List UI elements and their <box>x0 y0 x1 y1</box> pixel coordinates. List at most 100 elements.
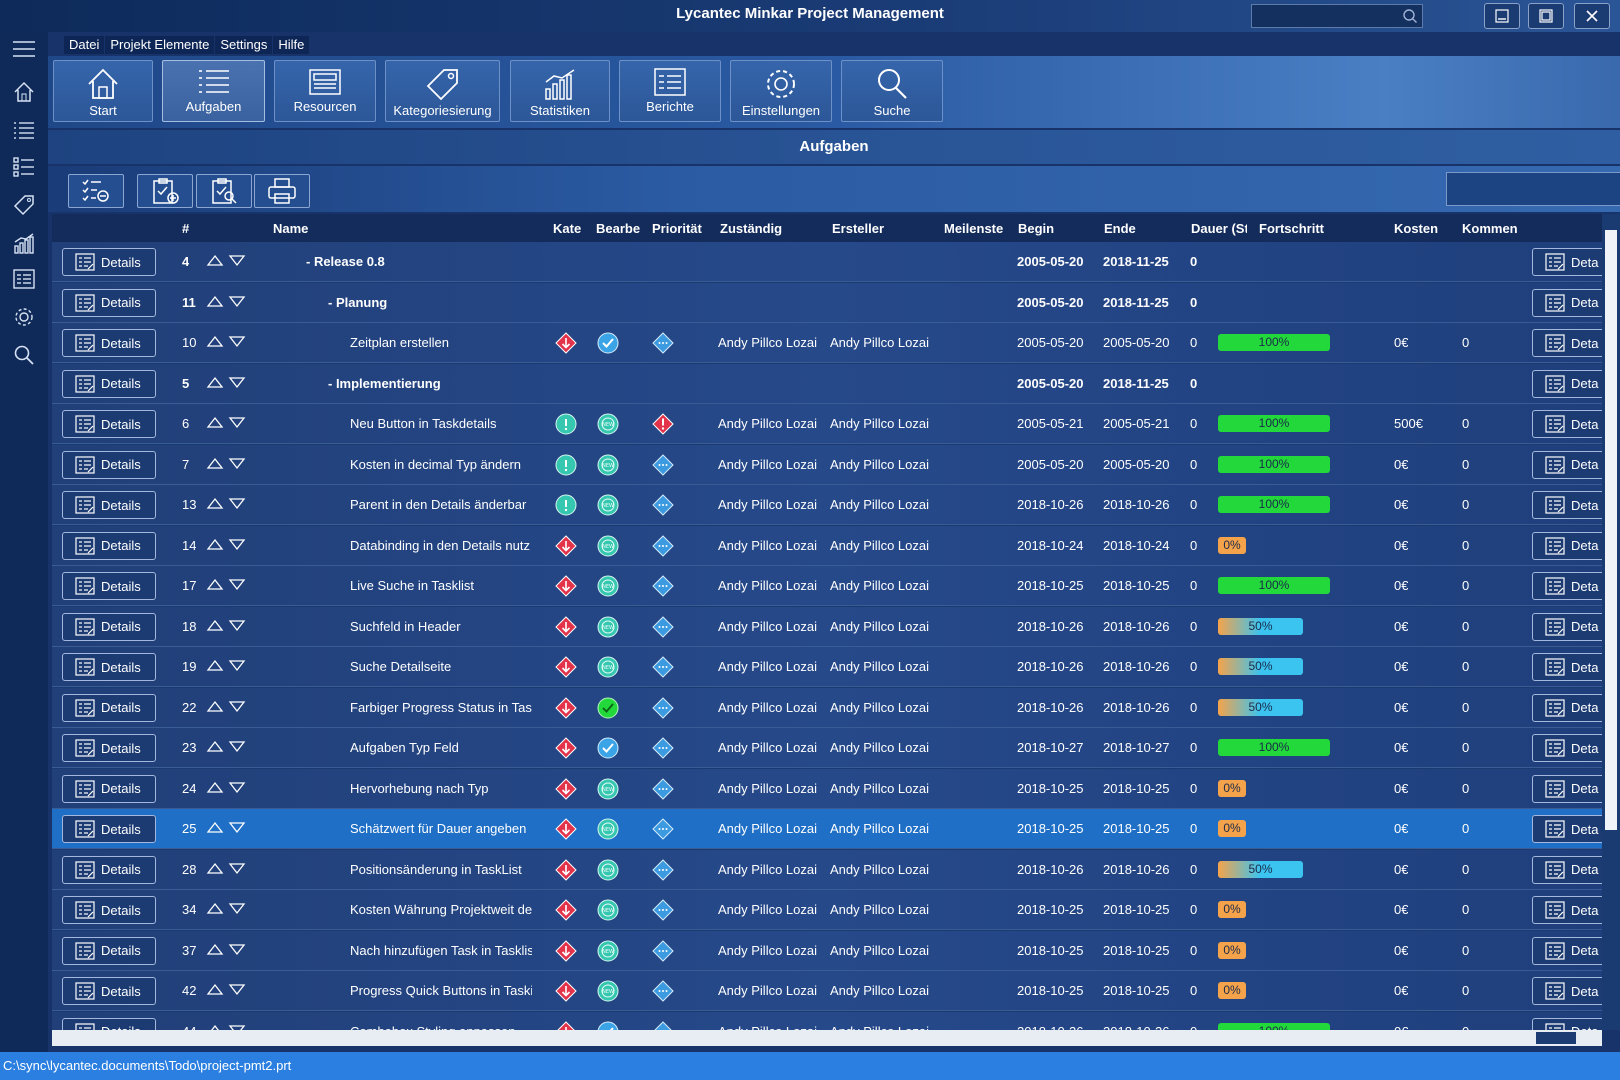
task-row[interactable]: Details 18 Suchfeld in Header NEW Andy Pillc… <box>52 606 1602 647</box>
sort-arrows[interactable] <box>206 942 248 959</box>
details-button-right[interactable]: Deta <box>1532 491 1602 519</box>
sort-arrows-icon[interactable] <box>206 334 248 348</box>
sort-arrows[interactable] <box>206 618 248 635</box>
sort-arrows-icon[interactable] <box>206 1023 248 1031</box>
details-button[interactable]: Details <box>62 936 156 965</box>
details-button-right[interactable]: Deta <box>1532 248 1602 276</box>
sort-arrows-icon[interactable] <box>206 901 248 915</box>
details-button-right[interactable]: Deta <box>1532 653 1602 681</box>
vertical-scrollbar[interactable] <box>1602 214 1620 1030</box>
details-button[interactable]: Details <box>62 491 156 519</box>
sort-arrows-icon[interactable] <box>206 456 248 470</box>
progress-bar[interactable]: 0% <box>1218 941 1246 959</box>
task-row[interactable]: Details 37 Nach hinzufügen Task in Tasklis… <box>52 930 1602 971</box>
sort-arrows-icon[interactable] <box>206 861 248 875</box>
progress-bar[interactable]: 0% <box>1218 820 1246 837</box>
task-row[interactable]: Details 23 Aufgaben Typ Feld Andy Pillco Lo… <box>52 728 1602 768</box>
col-header-kategorie[interactable]: Kate <box>553 221 582 236</box>
details-button-right[interactable]: Deta <box>1532 1017 1602 1030</box>
task-row[interactable]: Details 42 Progress Quick Buttons in Taski… <box>52 971 1602 1011</box>
details-button-right[interactable]: Deta <box>1532 450 1602 479</box>
sidebar-item-kategorien[interactable] <box>7 190 41 220</box>
progress-bar[interactable]: 100% <box>1218 496 1330 513</box>
progress-bar[interactable]: 0% <box>1218 901 1246 918</box>
details-button-right[interactable]: Deta <box>1532 369 1602 398</box>
details-button[interactable]: Details <box>62 288 156 317</box>
print-button[interactable] <box>254 174 310 208</box>
task-row[interactable]: Details 13 Parent in den Details änderbar N… <box>52 485 1602 525</box>
sort-arrows[interactable] <box>206 456 248 473</box>
sort-arrows[interactable] <box>206 294 248 311</box>
sort-arrows-icon[interactable] <box>206 982 248 996</box>
horizontal-scroll-thumb[interactable] <box>1536 1032 1576 1044</box>
details-button-right[interactable]: Deta <box>1532 896 1602 924</box>
ribbon-berichte-button[interactable]: Berichte <box>619 60 721 122</box>
details-button-right[interactable]: Deta <box>1532 774 1602 803</box>
task-row[interactable]: Details 28 Positionsänderung in TaskList NE… <box>52 849 1602 890</box>
progress-bar[interactable]: 0% <box>1218 536 1246 554</box>
col-header-ersteller[interactable]: Ersteller <box>832 221 885 236</box>
details-button-right[interactable]: Deta <box>1532 977 1602 1005</box>
ribbon-aufgaben-button[interactable]: Aufgaben <box>162 60 265 122</box>
progress-bar[interactable]: 50% <box>1218 698 1303 716</box>
sidebar-item-aufgaben[interactable] <box>7 115 41 145</box>
sidebar-item-berichte[interactable] <box>7 264 41 294</box>
sort-arrows[interactable] <box>206 820 248 837</box>
ribbon-kategoriesierung-button[interactable]: Kategoriesierung <box>385 60 500 122</box>
col-header-begin[interactable]: Begin <box>1018 221 1055 236</box>
group-row[interactable]: Details 4 - Release 0.8 2005-05-20 2018-11-2… <box>52 242 1602 282</box>
filter-tasks-button[interactable] <box>68 174 124 208</box>
sidebar-item-statistiken[interactable] <box>7 228 41 258</box>
details-button[interactable]: Details <box>62 977 156 1005</box>
col-header-ende[interactable]: Ende <box>1104 221 1136 236</box>
details-button-right[interactable]: Deta <box>1532 329 1602 357</box>
details-button[interactable]: Details <box>62 369 156 398</box>
col-header-name[interactable]: Name <box>273 221 309 236</box>
ribbon-statistiken-button[interactable]: Statistiken <box>510 60 610 122</box>
sort-arrows[interactable] <box>206 415 248 432</box>
sort-arrows-icon[interactable] <box>206 942 248 956</box>
ribbon-resourcen-button[interactable]: Resourcen <box>274 60 376 122</box>
sort-arrows[interactable] <box>206 780 248 797</box>
details-button[interactable]: Details <box>62 1017 156 1030</box>
sidebar-item-einstellungen[interactable] <box>7 302 41 332</box>
details-button[interactable]: Details <box>62 774 156 803</box>
progress-bar[interactable]: 50% <box>1218 658 1303 675</box>
group-row[interactable]: Details 5 - Implementierung 2005-05-20 2018-… <box>52 363 1602 404</box>
sort-arrows[interactable] <box>206 496 248 513</box>
details-button[interactable]: Details <box>62 450 156 479</box>
sort-arrows-icon[interactable] <box>206 537 248 551</box>
sort-arrows-icon[interactable] <box>206 658 248 672</box>
progress-bar[interactable]: 100% <box>1218 739 1330 756</box>
sort-arrows[interactable] <box>206 739 248 756</box>
task-row[interactable]: Details 44 Combobox Styling anpassen Andy P… <box>52 1011 1602 1031</box>
details-button[interactable]: Details <box>62 855 156 884</box>
details-button[interactable]: Details <box>62 531 156 560</box>
details-button[interactable]: Details <box>62 612 156 641</box>
menu-datei[interactable]: Datei <box>64 36 105 54</box>
sort-arrows[interactable] <box>206 375 248 392</box>
sort-arrows[interactable] <box>206 253 248 270</box>
sort-arrows-icon[interactable] <box>206 780 248 794</box>
grid-search-input[interactable] <box>1446 172 1620 206</box>
ribbon-start-button[interactable]: Start <box>53 60 153 122</box>
details-button[interactable]: Details <box>62 572 156 600</box>
details-button-right[interactable]: Deta <box>1532 815 1602 843</box>
sort-arrows[interactable] <box>206 982 248 999</box>
vertical-scroll-thumb[interactable] <box>1605 230 1617 830</box>
horizontal-scrollbar[interactable] <box>52 1030 1602 1046</box>
sort-arrows-icon[interactable] <box>206 820 248 834</box>
details-button-right[interactable]: Deta <box>1532 288 1602 317</box>
sort-arrows[interactable] <box>206 901 248 918</box>
task-row[interactable]: Details 34 Kosten Währung Projektweit de NE… <box>52 890 1602 930</box>
details-button[interactable]: Details <box>62 734 156 762</box>
add-task-button[interactable] <box>137 174 193 208</box>
progress-bar[interactable]: 0% <box>1218 779 1246 797</box>
details-button-right[interactable]: Deta <box>1532 936 1602 965</box>
minimize-button[interactable] <box>1484 3 1520 29</box>
task-row[interactable]: Details 25 Schätzwert für Dauer angeben NEW… <box>52 809 1602 849</box>
col-header-meilenstein[interactable]: Meilenste <box>944 221 1004 236</box>
details-button-right[interactable]: Deta <box>1532 612 1602 641</box>
sort-arrows-icon[interactable] <box>206 496 248 510</box>
details-button[interactable]: Details <box>62 653 156 681</box>
